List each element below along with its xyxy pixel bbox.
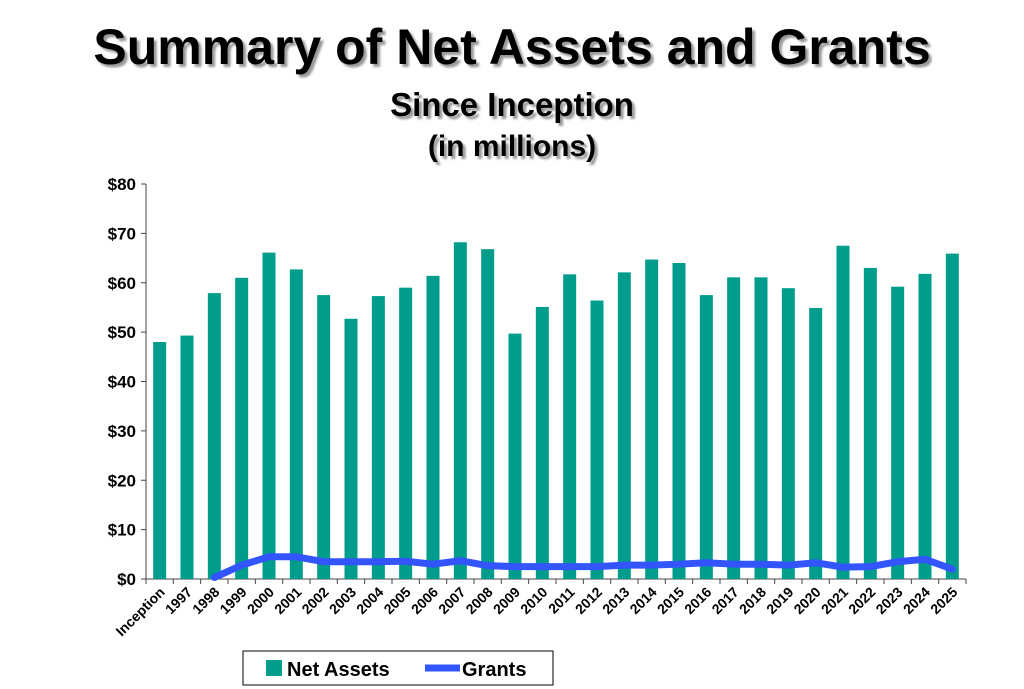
bar-net-assets-2008 bbox=[481, 249, 495, 580]
x-tick-label: 2009 bbox=[490, 584, 523, 617]
x-tick-label: 2013 bbox=[599, 584, 632, 617]
legend-swatch-net-assets bbox=[266, 660, 282, 676]
x-tick-label: 2008 bbox=[462, 584, 495, 617]
bar-net-assets-2024 bbox=[918, 273, 932, 579]
bar-net-assets-2022 bbox=[863, 267, 877, 579]
bar-net-assets-2014 bbox=[645, 259, 659, 579]
x-tick-label: 1998 bbox=[189, 584, 222, 617]
x-tick-label: 2022 bbox=[845, 584, 878, 617]
bar-net-assets-2021 bbox=[836, 245, 850, 579]
bar-net-assets-2003 bbox=[344, 318, 358, 579]
x-tick-label: Inception bbox=[112, 584, 167, 639]
bar-net-assets-2019 bbox=[781, 288, 795, 579]
y-tick-label: $40 bbox=[108, 373, 136, 392]
bar-net-assets-2012 bbox=[590, 300, 604, 579]
y-tick-label: $0 bbox=[117, 570, 136, 589]
x-tick-label: 2019 bbox=[763, 584, 796, 617]
x-tick-label: 2003 bbox=[326, 584, 359, 617]
bar-net-assets-2013 bbox=[617, 272, 631, 579]
bar-net-assets-2016 bbox=[699, 295, 713, 579]
bar-net-assets-2017 bbox=[727, 277, 741, 579]
x-tick-label: 2005 bbox=[380, 584, 413, 617]
x-tick-label: 2021 bbox=[818, 584, 851, 617]
x-tick-label: 2012 bbox=[572, 584, 605, 617]
bar-net-assets-2002 bbox=[317, 295, 331, 579]
bar-net-assets-2011 bbox=[563, 274, 577, 579]
x-tick-label: 2001 bbox=[271, 584, 304, 617]
legend-label-grants: Grants bbox=[462, 659, 526, 681]
x-tick-label: 2020 bbox=[790, 584, 823, 617]
x-tick-label: 2018 bbox=[736, 584, 769, 617]
bar-net-assets-2025 bbox=[945, 253, 959, 579]
bar-net-assets-1998 bbox=[207, 293, 221, 579]
line-grants bbox=[210, 553, 956, 582]
bar-net-assets-2010 bbox=[535, 306, 549, 579]
bar-net-assets-2000 bbox=[262, 252, 276, 579]
bar-net-assets-2015 bbox=[672, 263, 686, 579]
x-tick-label: 1997 bbox=[162, 584, 195, 617]
bar-net-assets-2018 bbox=[754, 277, 768, 579]
bar-net-assets-2023 bbox=[891, 286, 905, 579]
x-tick-label: 2024 bbox=[900, 584, 933, 617]
x-tick-label: 2006 bbox=[408, 584, 441, 617]
bar-net-assets-2006 bbox=[426, 275, 440, 579]
bar-net-assets-2007 bbox=[453, 242, 467, 579]
bar-net-assets-1999 bbox=[235, 277, 249, 579]
chart-title: Summary of Net Assets and Grants bbox=[93, 19, 931, 75]
bar-net-assets-Inception bbox=[153, 342, 167, 579]
y-tick-label: $70 bbox=[108, 224, 136, 243]
bar-net-assets-2005 bbox=[399, 287, 413, 579]
x-tick-label: 2011 bbox=[545, 584, 578, 617]
x-tick-label: 2000 bbox=[244, 584, 277, 617]
chart-units-note: (in millions) bbox=[427, 130, 597, 163]
x-tick-label: 2004 bbox=[353, 584, 386, 617]
x-tick-label: 2002 bbox=[298, 584, 331, 617]
y-tick-label: $10 bbox=[108, 521, 136, 540]
bar-net-assets-2001 bbox=[289, 269, 303, 579]
bar-net-assets-2009 bbox=[508, 333, 522, 579]
legend-box bbox=[242, 650, 554, 686]
x-tick-label: 2023 bbox=[872, 584, 905, 617]
x-tick-label: 2016 bbox=[681, 584, 714, 617]
y-tick-label: $50 bbox=[108, 323, 136, 342]
y-tick-label: $80 bbox=[108, 175, 136, 194]
bar-net-assets-1997 bbox=[180, 335, 194, 579]
x-tick-label: 2025 bbox=[927, 584, 960, 617]
y-tick-label: $20 bbox=[108, 471, 136, 490]
x-tick-label: 2017 bbox=[708, 584, 741, 617]
chart-subtitle: Since Inception bbox=[390, 86, 634, 123]
y-tick-label: $30 bbox=[108, 422, 136, 441]
bar-net-assets-2020 bbox=[809, 307, 823, 579]
y-tick-label: $60 bbox=[108, 274, 136, 293]
x-tick-label: 2014 bbox=[626, 584, 659, 617]
legend-label-net-assets: Net Assets bbox=[287, 659, 390, 681]
bar-net-assets-2004 bbox=[371, 296, 385, 579]
x-tick-label: 2015 bbox=[654, 584, 687, 617]
x-tick-label: 2010 bbox=[517, 584, 550, 617]
x-tick-label: 1999 bbox=[216, 584, 249, 617]
x-tick-label: 2007 bbox=[435, 584, 468, 617]
